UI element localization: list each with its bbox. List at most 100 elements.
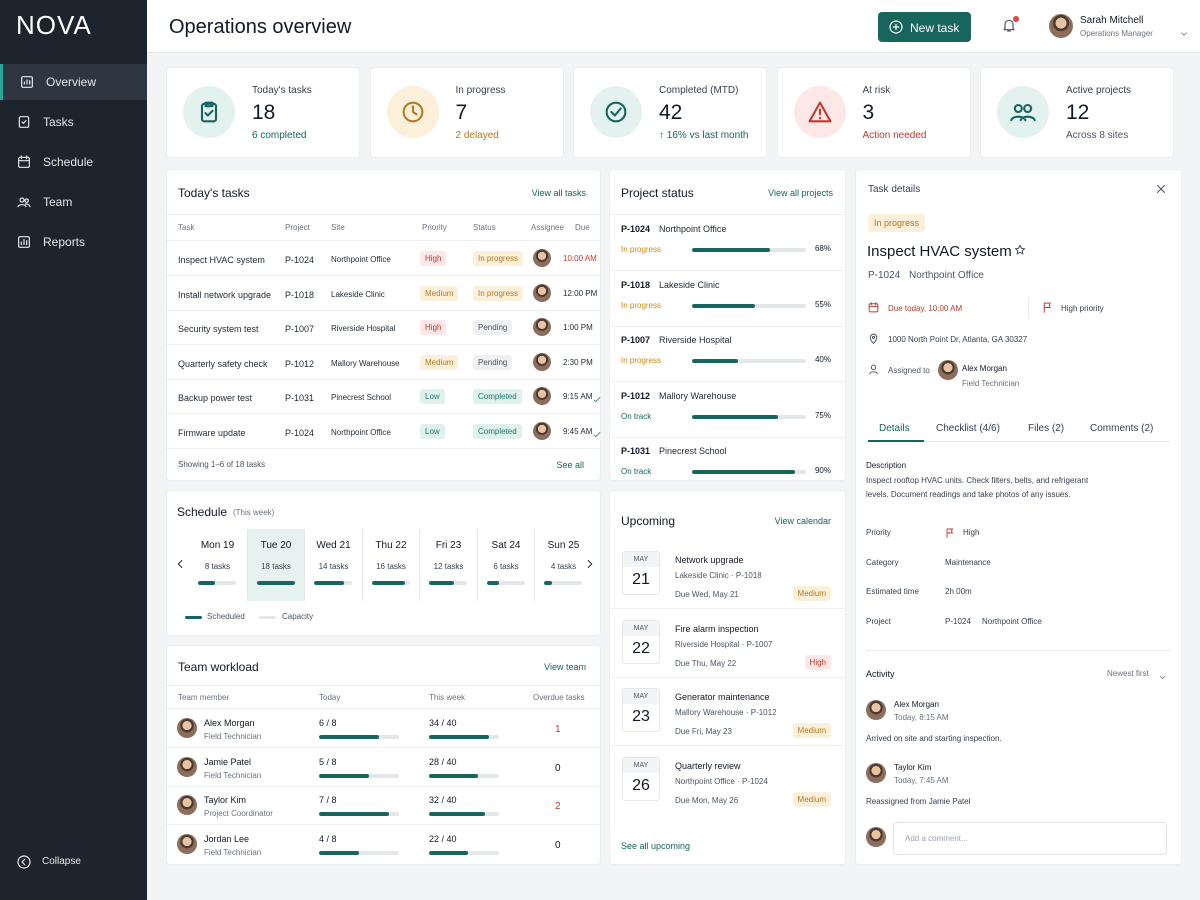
project-row[interactable]: P-1031 Pinecrest School On track 90% bbox=[610, 438, 845, 493]
event-subtitle: Mallory Warehouse · P-1012 bbox=[675, 708, 777, 717]
calendar-icon bbox=[867, 301, 880, 319]
day-cell[interactable]: Tue 20 18 tasks bbox=[246, 529, 304, 601]
nav-item[interactable]: Reports bbox=[0, 224, 147, 260]
badge: Medium bbox=[792, 586, 831, 601]
tab[interactable]: Files (2) bbox=[1028, 423, 1065, 434]
fill bbox=[429, 581, 455, 585]
avatar bbox=[533, 283, 551, 302]
day-cell[interactable]: Sun 25 4 tasks bbox=[534, 529, 591, 601]
upcoming-item[interactable]: MAY 22 Fire alarm inspection Riverside Hosp… bbox=[610, 610, 845, 678]
due-time: 2:30 PM bbox=[563, 357, 593, 367]
schedule-panel: Schedule (This week) Mon 19 8 tasks Tue 20 18… bbox=[166, 490, 601, 636]
favorite-button[interactable] bbox=[1013, 243, 1027, 262]
nav-item[interactable]: Schedule bbox=[0, 144, 147, 180]
link[interactable]: View all tasks bbox=[531, 188, 586, 198]
kpi-note: 2 delayed bbox=[455, 130, 499, 141]
nav-item[interactable]: Overview bbox=[0, 64, 147, 100]
day-cell[interactable]: Sat 24 6 tasks bbox=[476, 529, 534, 601]
column-header: Today bbox=[319, 693, 341, 702]
link[interactable]: View team bbox=[544, 662, 586, 672]
tab[interactable]: Details bbox=[879, 423, 910, 434]
icon-part bbox=[411, 105, 418, 116]
link[interactable]: See all upcoming bbox=[621, 841, 691, 851]
next-button[interactable] bbox=[583, 557, 597, 576]
nav-item[interactable]: Tasks bbox=[0, 104, 147, 140]
link[interactable]: See all bbox=[556, 460, 584, 470]
topbar: Operations overview New task Sarah Mitchel… bbox=[147, 0, 1200, 53]
project-row[interactable]: P-1018 Lakeside Clinic In progress 55% bbox=[610, 272, 845, 327]
icon-part bbox=[869, 333, 878, 344]
upcoming-item[interactable]: MAY 23 Generator maintenance Mallory Wareho… bbox=[610, 678, 845, 746]
panel-title: Today's tasks bbox=[178, 186, 250, 200]
day-label: Sun 25 bbox=[547, 540, 580, 551]
project-name: Mallory Warehouse bbox=[659, 390, 737, 401]
field-label: Estimated time bbox=[866, 587, 919, 596]
project-name: Riverside Hospital bbox=[659, 335, 732, 345]
icon-part bbox=[18, 116, 30, 128]
kpi-note: 6 completed bbox=[252, 130, 307, 141]
project-status: In progress bbox=[621, 356, 662, 365]
project-status: In progress bbox=[621, 300, 662, 310]
divider bbox=[866, 650, 1171, 651]
icon-part bbox=[593, 397, 601, 403]
day-cell[interactable]: Thu 22 16 tasks bbox=[361, 529, 419, 601]
prev-button[interactable] bbox=[173, 557, 187, 576]
upcoming-item[interactable]: MAY 21 Network upgrade Lakeside Clinic · P-… bbox=[610, 541, 845, 609]
tab[interactable]: Comments (2) bbox=[1090, 423, 1154, 434]
close-button[interactable] bbox=[1154, 182, 1168, 201]
project-row[interactable]: P-1012 Mallory Warehouse On track 75% bbox=[610, 383, 845, 438]
activity-name: Alex Morgan bbox=[894, 700, 939, 709]
track bbox=[314, 581, 352, 585]
member-role: Field Technician bbox=[204, 770, 262, 780]
collapse-button[interactable]: Collapse bbox=[0, 850, 147, 874]
day-tasks: 16 tasks bbox=[376, 562, 406, 571]
flag-icon bbox=[1041, 301, 1054, 319]
day-cell[interactable]: Wed 21 14 tasks bbox=[304, 529, 361, 601]
date-box-header bbox=[623, 552, 659, 567]
tab[interactable]: Checklist (4/6) bbox=[936, 423, 1000, 434]
task-row[interactable]: Quarterly safety check P-1012 Mallory Ware… bbox=[167, 346, 600, 380]
new-task-button[interactable]: New task bbox=[878, 12, 971, 42]
project-row[interactable]: P-1007 Riverside Hospital In progress 40% bbox=[610, 327, 845, 382]
project-id: P-1018 bbox=[621, 279, 651, 290]
collapse-label: Collapse bbox=[42, 856, 81, 867]
upcoming-item[interactable]: MAY 26 Quarterly review Northpoint Office ·… bbox=[610, 747, 845, 815]
day-cell[interactable]: Fri 23 12 tasks bbox=[419, 529, 476, 601]
panel-subtitle: (This week) bbox=[233, 508, 275, 517]
date-box: MAY 21 bbox=[622, 551, 660, 595]
icon-part bbox=[18, 155, 30, 162]
sort-control[interactable]: Newest first bbox=[1107, 669, 1149, 678]
icon-part bbox=[610, 107, 622, 117]
task-row[interactable]: Firmware update P-1024 Northpoint Office Lo… bbox=[167, 415, 601, 449]
comment-input[interactable]: Add a comment... bbox=[893, 822, 1167, 855]
task-row[interactable]: Backup power test P-1031 Pinecrest School L… bbox=[167, 380, 601, 414]
notifications[interactable] bbox=[1001, 16, 1021, 37]
panel-title: Upcoming bbox=[621, 514, 676, 528]
badge: In progress bbox=[868, 214, 926, 232]
member-role: Project Coordinator bbox=[204, 809, 273, 818]
kpi-card: At risk 3 Action needed bbox=[776, 67, 971, 158]
task-name: Inspect HVAC system bbox=[178, 255, 265, 265]
day-cell[interactable]: Mon 19 8 tasks bbox=[189, 529, 246, 601]
icon-part bbox=[17, 197, 31, 208]
task-row[interactable]: Inspect HVAC system P-1024 Northpoint Offi… bbox=[167, 242, 600, 276]
member-name: Alex Morgan bbox=[204, 718, 255, 728]
track bbox=[256, 581, 295, 585]
legend-swatch bbox=[185, 616, 202, 619]
task-row[interactable]: Security system test P-1007 Riverside Hosp… bbox=[167, 311, 600, 345]
nav-item[interactable]: Team bbox=[0, 184, 147, 220]
project-row[interactable]: P-1024 Northpoint Office In progress 68% bbox=[610, 216, 845, 271]
project-id: P-1007 bbox=[621, 335, 651, 345]
task-row[interactable]: Install network upgrade P-1018 Lakeside Cl… bbox=[167, 277, 600, 311]
project-status: On track bbox=[621, 411, 652, 421]
icon-part bbox=[868, 303, 879, 313]
link[interactable]: View calendar bbox=[774, 516, 831, 526]
task-due: Due today, 10:00 AM bbox=[888, 304, 963, 313]
date-month: MAY bbox=[633, 556, 649, 563]
project-id: P-1012 bbox=[285, 358, 315, 369]
project-name: Northpoint Office bbox=[659, 224, 727, 234]
link[interactable]: View all projects bbox=[768, 188, 833, 198]
kpi-label: At risk bbox=[862, 85, 891, 96]
day-label: Mon 19 bbox=[200, 540, 235, 551]
icon-part bbox=[593, 397, 601, 403]
